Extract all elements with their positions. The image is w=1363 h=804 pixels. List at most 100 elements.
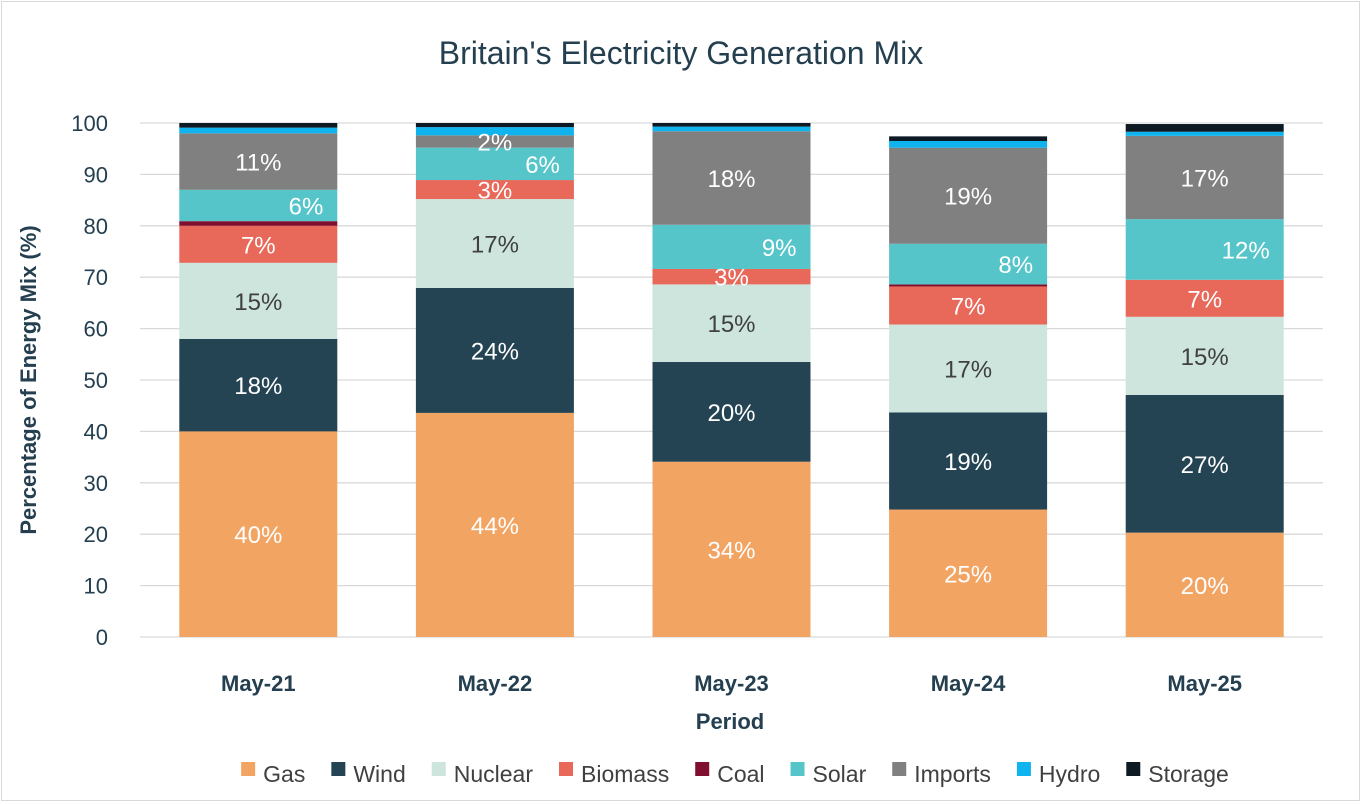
- bar-segment: [889, 284, 1048, 287]
- legend: Gas Wind Nuclear Biomass Coal Solar Imports Hyd…: [241, 761, 1229, 787]
- legend-swatch: [695, 762, 710, 776]
- y-axis-ticks: 0 10 20 30 40 50 60 70 80 90 100: [71, 111, 108, 650]
- data-label: 20%: [707, 400, 755, 427]
- data-label: 24%: [471, 338, 519, 365]
- legend-swatch: [892, 762, 907, 776]
- data-label: 9%: [762, 235, 797, 262]
- y-tick-label: 50: [84, 368, 108, 393]
- bar-segment: [415, 135, 574, 148]
- bar-segment: [1125, 279, 1284, 317]
- legend-swatch: [331, 762, 346, 776]
- y-tick-label: 20: [84, 522, 108, 547]
- data-label: 6%: [525, 152, 560, 179]
- legend-label: Wind: [353, 761, 405, 787]
- bar-segment: [889, 147, 1048, 244]
- data-label: 3%: [478, 178, 513, 205]
- legend-item: Coal: [695, 761, 765, 787]
- y-tick-label: 30: [84, 471, 108, 496]
- data-label: 25%: [944, 561, 992, 588]
- data-label: 17%: [1181, 165, 1229, 192]
- legend-label: Solar: [813, 761, 867, 787]
- bar-segment: [1125, 135, 1284, 220]
- bar-segment: [889, 509, 1048, 637]
- bar-segment: [1125, 124, 1284, 132]
- data-label: 40%: [234, 522, 282, 549]
- x-tick-label: May-25: [1167, 671, 1242, 696]
- bars: [179, 123, 1284, 637]
- bar-segment: [652, 362, 811, 462]
- data-label: 15%: [1181, 344, 1229, 371]
- bar-segment: [415, 287, 574, 413]
- legend-label: Biomass: [581, 761, 669, 787]
- bar-segment: [1125, 131, 1284, 136]
- bar-segment: [179, 262, 338, 339]
- legend-swatch: [1126, 762, 1141, 776]
- x-tick-label: May-22: [458, 671, 533, 696]
- bar-segment: [415, 127, 574, 136]
- legend-label: Hydro: [1039, 761, 1100, 787]
- bar-segment: [652, 126, 811, 132]
- data-labels: 40% 18% 15% 7% 6% 11% 44% 24% 17% 3% 6% 2% 34% 20% 15%…: [234, 130, 1269, 600]
- bar-segment: [179, 123, 338, 128]
- legend-item: Hydro: [1016, 761, 1100, 787]
- data-label: 6%: [289, 193, 324, 220]
- y-axis-label: Percentage of Energy Mix (%): [16, 225, 41, 534]
- bar-segment: [179, 221, 338, 226]
- bar-segment: [652, 224, 811, 269]
- bar-segment: [889, 324, 1048, 413]
- y-tick-label: 80: [84, 214, 108, 239]
- data-label: 8%: [998, 252, 1033, 279]
- data-label: 15%: [707, 311, 755, 338]
- bar-segment: [1125, 316, 1284, 395]
- data-label: 27%: [1181, 452, 1229, 479]
- bar-segment: [1125, 394, 1284, 533]
- bar-segment: [179, 189, 338, 222]
- bar-segment: [1125, 219, 1284, 280]
- data-label: 44%: [471, 513, 519, 540]
- bar-segment: [415, 123, 574, 128]
- y-tick-label: 0: [96, 625, 108, 650]
- legend-item: Wind: [331, 761, 406, 787]
- bar-segment: [889, 140, 1048, 148]
- bar-segment: [652, 131, 811, 225]
- bar-segment: [652, 268, 811, 285]
- legend-item: Storage: [1126, 761, 1229, 787]
- data-label: 19%: [944, 449, 992, 476]
- data-label: 20%: [1181, 573, 1229, 600]
- bar-segment: [652, 123, 811, 127]
- data-label: 17%: [471, 232, 519, 259]
- bar-segment: [889, 412, 1048, 510]
- legend-label: Imports: [914, 761, 991, 787]
- y-tick-label: 70: [84, 265, 108, 290]
- x-tick-label: May-24: [931, 671, 1006, 696]
- legend-swatch: [559, 762, 574, 776]
- data-label: 12%: [1222, 237, 1270, 264]
- legend-swatch: [790, 762, 805, 776]
- bar-segment: [415, 180, 574, 200]
- bar-segment: [179, 133, 338, 190]
- legend-item: Imports: [892, 761, 991, 787]
- legend-item: Biomass: [559, 761, 669, 787]
- data-label: 7%: [241, 232, 276, 259]
- data-label: 18%: [707, 166, 755, 193]
- bar-segment: [889, 286, 1048, 325]
- legend-swatch: [431, 762, 446, 776]
- bar-segment: [652, 284, 811, 363]
- data-label: 3%: [714, 265, 749, 292]
- y-tick-label: 40: [84, 419, 108, 444]
- bar-segment: [415, 199, 574, 288]
- y-tick-label: 100: [71, 111, 108, 136]
- data-label: 34%: [707, 537, 755, 564]
- data-label: 11%: [235, 150, 281, 177]
- legend-swatch: [241, 762, 256, 776]
- x-axis-ticks: May-21 May-22 May-23 May-24 May-25: [221, 671, 1242, 696]
- chart-title: Britain's Electricity Generation Mix: [439, 35, 923, 71]
- bar-segment: [179, 431, 338, 637]
- legend-swatch: [1016, 762, 1031, 776]
- legend-item: Gas: [241, 761, 305, 787]
- bar-segment: [179, 338, 338, 432]
- y-tick-label: 60: [84, 317, 108, 342]
- data-label: 15%: [234, 289, 282, 316]
- x-tick-label: May-21: [221, 671, 296, 696]
- bar-segment: [179, 225, 338, 263]
